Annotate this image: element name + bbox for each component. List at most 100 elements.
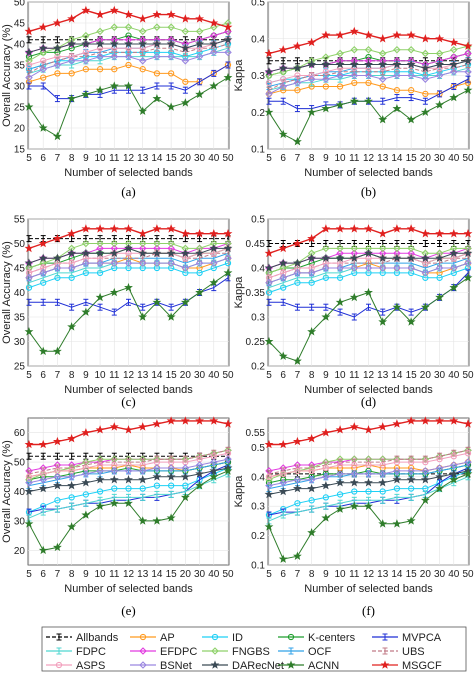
data-point [422,90,429,98]
data-point [81,428,91,437]
data-point [138,57,147,65]
data-point [38,545,48,555]
data-point [435,416,445,425]
x-tick-label: 6 [40,569,46,580]
data-point [124,224,133,233]
data-point [351,461,358,469]
data-point [407,458,415,466]
data-point [67,480,77,490]
data-point [379,83,386,90]
data-point [138,14,148,23]
data-point [393,485,401,492]
x-tick-label: 5 [26,153,32,164]
x-tick-label: 30 [434,569,446,580]
data-point [294,72,301,79]
data-point [195,248,205,258]
y-tick-label: 0.45 [246,239,266,250]
data-point [67,264,76,272]
data-point [349,224,359,233]
data-point [436,456,443,463]
data-point [365,488,372,495]
data-point [407,485,415,492]
data-point [138,229,148,238]
legend-item-fngbs: FNGBS [202,646,270,658]
legend-item-k-centers: K-centers [278,632,356,644]
data-point [152,516,162,525]
panel-caption: (d) [361,394,376,409]
legend-item-ubs: UBS [372,646,425,658]
data-point [392,419,402,428]
y-tick-label: 0.55 [246,428,266,439]
data-point [167,259,175,267]
x-tick-label: 9 [323,370,329,381]
series-msgcf [264,26,473,58]
data-point [96,259,104,267]
data-point [335,100,345,109]
data-point [223,268,233,277]
data-point [463,229,473,238]
data-point [463,419,473,428]
data-point [378,49,387,58]
y-tick-label: 0.4 [251,472,265,483]
data-point [54,53,61,60]
data-point [138,422,148,431]
series-line [268,82,469,95]
data-point [322,494,330,501]
data-point [365,53,372,61]
data-point [406,30,416,39]
data-point [224,455,232,463]
panel-caption: (c) [121,394,135,409]
data-point [336,71,344,80]
data-point [111,485,118,492]
data-point [392,253,402,263]
data-point [392,475,402,484]
data-point [278,258,288,267]
series-line [268,461,469,487]
data-point [67,229,77,238]
y-tick-label: 50 [14,458,26,469]
data-point [39,269,47,277]
data-point [336,264,344,272]
data-point [53,61,62,69]
data-point [82,491,90,498]
x-axis-label: Number of selected bands [64,384,193,396]
series-line [268,252,469,279]
data-point [393,458,401,466]
legend-item-mvpca: MVPCA [372,632,442,644]
data-point [378,470,387,478]
data-point [223,22,233,32]
data-point [420,253,430,263]
series-line [268,247,468,274]
data-point [180,416,190,425]
data-point [125,485,132,492]
x-tick-label: 12 [123,569,135,580]
data-point [138,259,147,267]
data-point [196,269,203,277]
data-point [153,259,161,267]
data-point [364,264,373,272]
x-tick-label: 40 [448,370,460,381]
data-point [138,39,148,48]
data-point [38,439,48,449]
x-tick-label: 9 [323,569,329,580]
data-point [152,93,162,103]
data-point [321,513,331,522]
series-line [28,51,228,79]
data-point [422,458,429,466]
data-point [67,473,76,481]
data-point [280,470,287,478]
x-tick-label: 10 [95,569,107,580]
legend-label: FDPC [76,646,106,658]
data-point [52,233,62,243]
data-point [463,248,473,258]
x-tick-label: 10 [335,153,347,164]
legend: Allbands AP ID K-centers MVPCA FDPC EFDPC FNGBS… [41,626,467,672]
series-darecnet [24,35,233,57]
data-point [210,48,218,57]
data-point [124,498,133,507]
data-point [24,327,34,336]
y-axis-label: Overall Accuracy (%) [1,24,13,127]
data-point [166,416,176,425]
legend-label: K-centers [308,632,356,644]
data-point [463,41,473,50]
